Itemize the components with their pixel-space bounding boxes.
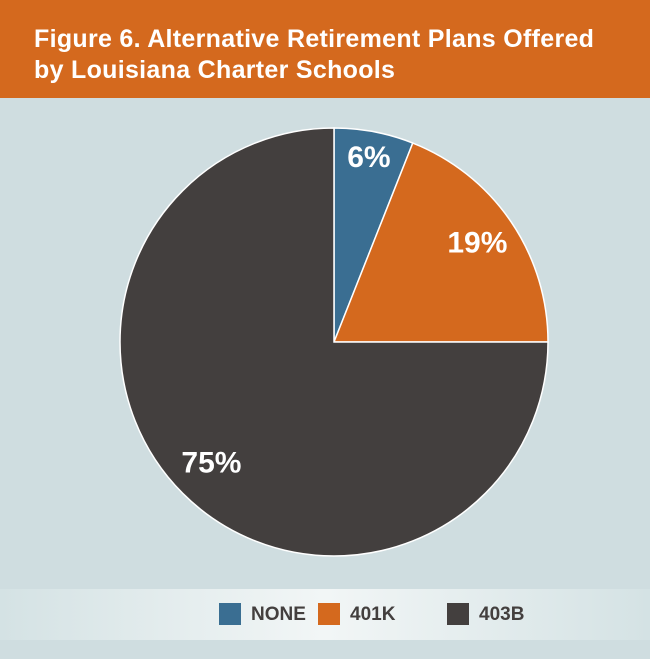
pie-slice bbox=[332, 142, 549, 343]
legend-swatch bbox=[318, 603, 340, 625]
value-label: 19% bbox=[447, 226, 507, 259]
pie-slice bbox=[119, 127, 549, 557]
legend-label: 403B bbox=[479, 604, 524, 625]
legend-label: NONE bbox=[251, 604, 306, 625]
legend-label: 401K bbox=[350, 604, 396, 625]
value-label: 6% bbox=[347, 141, 390, 174]
chart: 6% 19% 75% NONE 401K 403B bbox=[0, 127, 650, 640]
legend-swatch bbox=[219, 603, 241, 625]
chart-title: Figure 6. Alternative Retirement Plans O… bbox=[34, 25, 595, 84]
legend-swatch bbox=[447, 603, 469, 625]
value-label: 75% bbox=[181, 446, 241, 479]
header: Figure 6. Alternative Retirement Plans O… bbox=[0, 0, 650, 98]
